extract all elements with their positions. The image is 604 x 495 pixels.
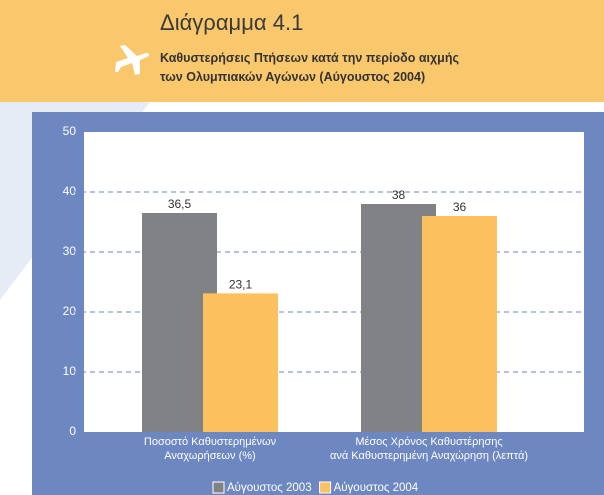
- bar: [422, 216, 497, 432]
- data-label: 36: [453, 200, 467, 214]
- legend-label: Αύγουστος 2003: [227, 482, 312, 494]
- legend-swatch: [319, 481, 332, 494]
- airplane-icon: [115, 45, 150, 75]
- y-tick-label: 40: [63, 184, 77, 198]
- y-tick-label: 30: [63, 244, 77, 258]
- bar: [203, 293, 278, 432]
- data-label: 38: [392, 188, 406, 202]
- y-tick-label: 0: [69, 424, 76, 438]
- y-tick-label: 50: [63, 124, 77, 138]
- legend-swatch: [212, 481, 225, 494]
- y-tick-label: 10: [63, 364, 77, 378]
- chart-title: Διάγραμμα 4.1: [160, 10, 303, 35]
- y-tick-label: 20: [63, 304, 77, 318]
- chart-subtitle: Καθυστερήσεις Πτήσεων κατά την περίοδο α…: [160, 51, 459, 84]
- x-tick-label: Μέσος Χρόνος Καθυστέρησης ανά Καθυστερημ…: [330, 436, 528, 462]
- data-label: 36,5: [168, 197, 192, 211]
- data-label: 23,1: [229, 278, 253, 292]
- legend-label: Αύγουστος 2004: [334, 482, 419, 494]
- x-tick-label: Ποσοστό Καθυστερημένων Αναχωρήσεων (%): [143, 436, 277, 462]
- header-band: [0, 0, 604, 102]
